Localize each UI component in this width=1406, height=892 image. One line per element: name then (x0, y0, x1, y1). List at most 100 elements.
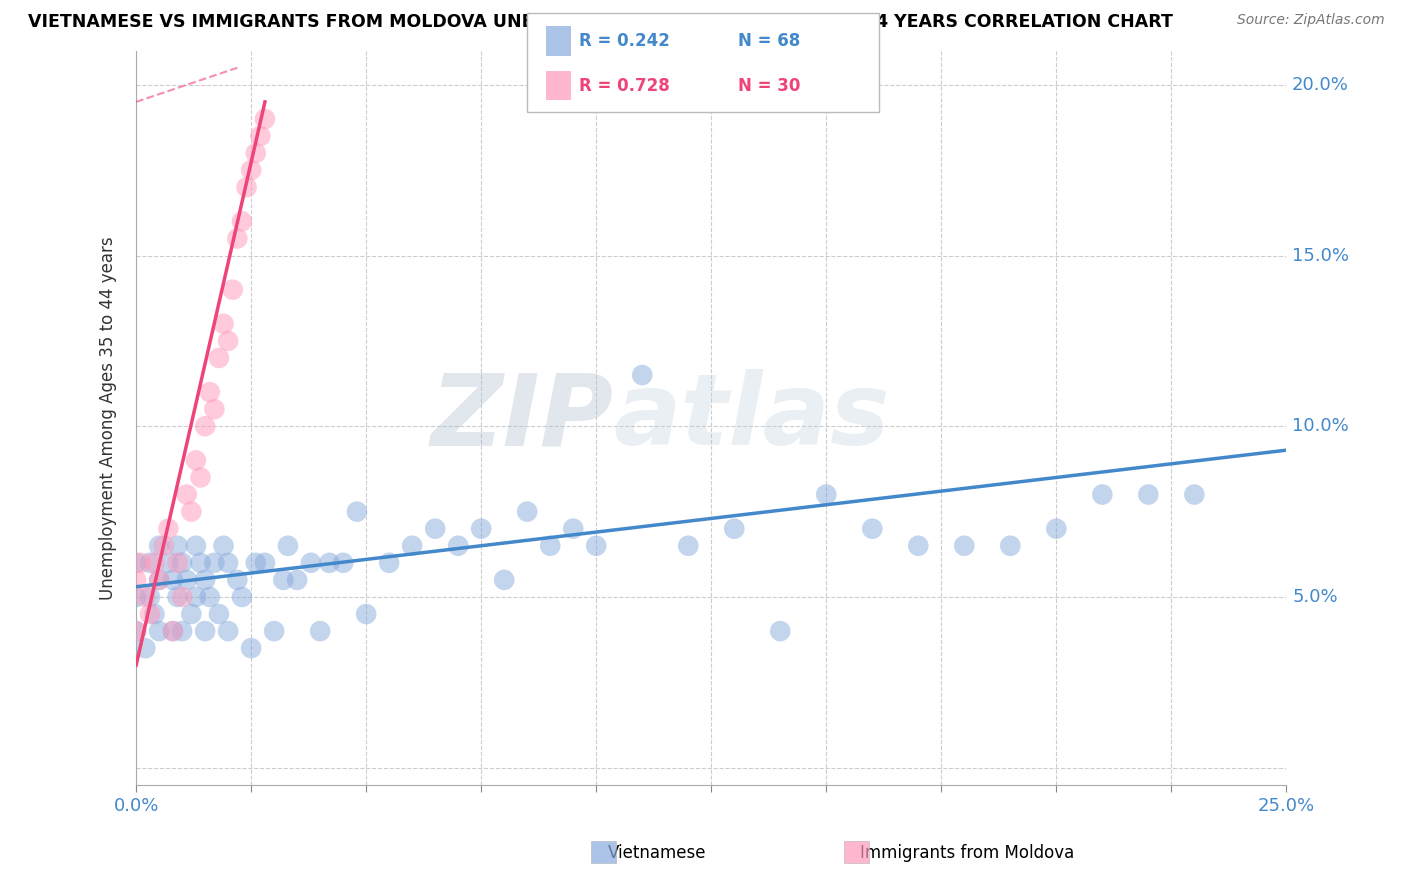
Point (162, 573, 184, 587)
Point (299, 556, 322, 570)
Point (162, 624, 184, 639)
Point (235, 180, 257, 194)
Text: R = 0.728: R = 0.728 (579, 77, 671, 95)
Text: 20.0%: 20.0% (1292, 76, 1348, 94)
Point (249, 129, 271, 144)
Point (143, 556, 166, 570)
Point (240, 641, 263, 656)
Point (226, 231, 249, 245)
Text: atlas: atlas (613, 369, 890, 467)
Point (309, 624, 332, 639)
Point (125, 573, 148, 587)
Point (208, 351, 231, 365)
Text: ZIP: ZIP (430, 369, 613, 467)
Point (194, 624, 217, 639)
Point (172, 624, 194, 639)
Point (212, 317, 235, 331)
Point (190, 470, 212, 484)
Point (129, 556, 152, 570)
Point (148, 624, 170, 639)
Point (139, 607, 162, 621)
Point (815, 487, 838, 501)
Point (1000, 539, 1022, 553)
Point (134, 590, 156, 604)
Point (253, 556, 276, 570)
Point (176, 573, 198, 587)
Point (263, 624, 285, 639)
Point (401, 539, 423, 553)
Point (194, 573, 217, 587)
Point (226, 573, 249, 587)
Text: 15.0%: 15.0% (1292, 246, 1350, 265)
Point (125, 556, 148, 570)
Point (240, 163, 263, 178)
Point (1045, 522, 1067, 536)
Point (953, 539, 976, 553)
Point (172, 590, 194, 604)
Point (1137, 487, 1160, 501)
Point (143, 607, 166, 621)
Point (253, 112, 276, 126)
Point (184, 453, 207, 467)
Point (676, 539, 699, 553)
Point (166, 590, 188, 604)
Text: N = 30: N = 30 (738, 77, 800, 95)
Point (148, 539, 170, 553)
Point (198, 385, 221, 400)
Point (769, 624, 792, 639)
Point (180, 505, 202, 519)
Point (447, 539, 470, 553)
Point (134, 641, 156, 656)
Point (172, 556, 194, 570)
Point (139, 590, 162, 604)
Point (148, 573, 170, 587)
Text: N = 68: N = 68 (738, 32, 800, 50)
Point (516, 505, 538, 519)
Point (202, 402, 225, 417)
Point (631, 368, 654, 382)
Point (273, 573, 295, 587)
Point (494, 573, 516, 587)
Point (425, 522, 447, 536)
Point (538, 539, 561, 553)
Point (285, 573, 308, 587)
Point (217, 556, 239, 570)
Point (346, 505, 368, 519)
Point (202, 556, 225, 570)
Point (184, 539, 207, 553)
Text: 5.0%: 5.0% (1292, 588, 1337, 606)
Y-axis label: Unemployment Among Ages 35 to 44 years: Unemployment Among Ages 35 to 44 years (100, 235, 117, 599)
Point (148, 573, 170, 587)
Text: 10.0%: 10.0% (1292, 417, 1348, 435)
Point (332, 556, 354, 570)
Point (217, 334, 239, 348)
Point (198, 590, 221, 604)
Text: Immigrants from Moldova: Immigrants from Moldova (860, 844, 1074, 862)
Point (184, 590, 207, 604)
Point (354, 607, 377, 621)
Point (245, 556, 267, 570)
Point (162, 624, 184, 639)
Point (152, 539, 174, 553)
Point (277, 539, 299, 553)
Point (194, 419, 217, 434)
Point (190, 556, 212, 570)
Point (1182, 487, 1205, 501)
Point (125, 624, 148, 639)
Point (860, 522, 883, 536)
Point (231, 214, 253, 228)
Point (157, 556, 180, 570)
Point (208, 607, 231, 621)
Point (585, 539, 607, 553)
Text: VIETNAMESE VS IMMIGRANTS FROM MOLDOVA UNEMPLOYMENT AMONG AGES 35 TO 44 YEARS COR: VIETNAMESE VS IMMIGRANTS FROM MOLDOVA UN… (28, 13, 1173, 31)
Text: Source: ZipAtlas.com: Source: ZipAtlas.com (1237, 13, 1385, 28)
Text: R = 0.242: R = 0.242 (579, 32, 671, 50)
Point (562, 522, 585, 536)
Point (318, 556, 340, 570)
Point (1091, 487, 1114, 501)
Point (217, 624, 239, 639)
Point (723, 522, 745, 536)
Point (378, 556, 401, 570)
Point (470, 522, 492, 536)
Point (222, 283, 245, 297)
